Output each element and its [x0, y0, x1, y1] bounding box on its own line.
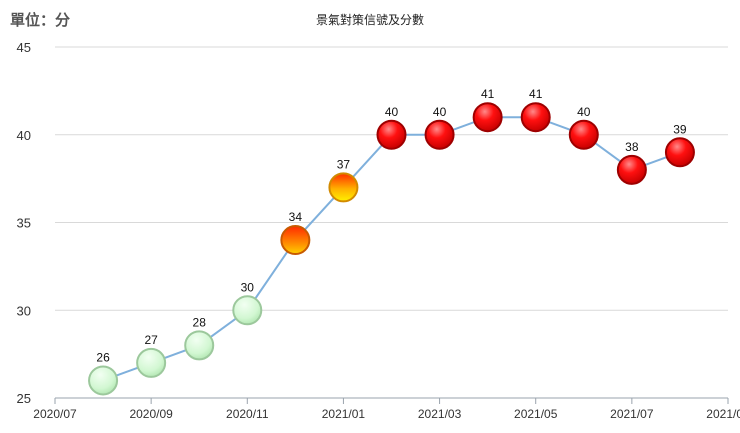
data-label: 40 [577, 105, 591, 119]
data-label: 28 [193, 315, 207, 329]
data-label: 39 [673, 122, 687, 136]
y-tick-label: 40 [17, 128, 31, 143]
x-tick-label: 2020/09 [129, 407, 173, 421]
data-label: 30 [241, 280, 255, 294]
data-point-green[interactable] [136, 347, 167, 378]
data-point-yellow-red[interactable] [280, 225, 311, 256]
data-point-red[interactable] [376, 119, 407, 150]
data-label: 26 [96, 350, 110, 364]
unit-label: 單位：分 [10, 11, 71, 29]
data-label: 40 [433, 105, 447, 119]
x-tick-label: 2021/01 [322, 407, 366, 421]
y-tick-label: 30 [17, 303, 31, 318]
chart-title: 景氣對策信號及分數 [315, 13, 424, 27]
data-point-green[interactable] [88, 365, 119, 396]
data-point-red[interactable] [616, 154, 647, 185]
y-tick-label: 45 [17, 40, 31, 55]
data-label: 37 [337, 157, 351, 171]
data-label: 41 [481, 87, 495, 101]
data-point-red[interactable] [424, 119, 455, 150]
data-points [88, 102, 695, 396]
data-label: 40 [385, 105, 399, 119]
data-point-green[interactable] [184, 330, 215, 361]
data-point-red[interactable] [472, 102, 503, 133]
data-point-green[interactable] [232, 295, 263, 326]
data-point-yellow[interactable] [328, 172, 359, 203]
x-tick-label: 2020/07 [33, 407, 77, 421]
data-labels: 26 27 28 30 34 37 40 40 41 41 40 38 39 [96, 87, 687, 364]
y-tick-label: 25 [17, 391, 31, 406]
data-label: 27 [144, 333, 158, 347]
data-label: 38 [625, 140, 639, 154]
x-tick-label: 2021/05 [514, 407, 558, 421]
x-tick-label: 2021/09 [706, 407, 740, 421]
data-label: 41 [529, 87, 543, 101]
data-point-red[interactable] [568, 119, 599, 150]
y-tick-label: 35 [17, 216, 31, 231]
data-label: 34 [289, 210, 303, 224]
data-point-red[interactable] [664, 137, 695, 168]
x-tick-label: 2021/03 [418, 407, 462, 421]
x-tick-label: 2021/07 [610, 407, 654, 421]
x-tick-label: 2020/11 [226, 407, 269, 421]
data-point-red[interactable] [520, 102, 551, 133]
axes: 25 30 35 40 45 2020/07 2020/09 2020/11 2021/01 20… [17, 40, 740, 421]
